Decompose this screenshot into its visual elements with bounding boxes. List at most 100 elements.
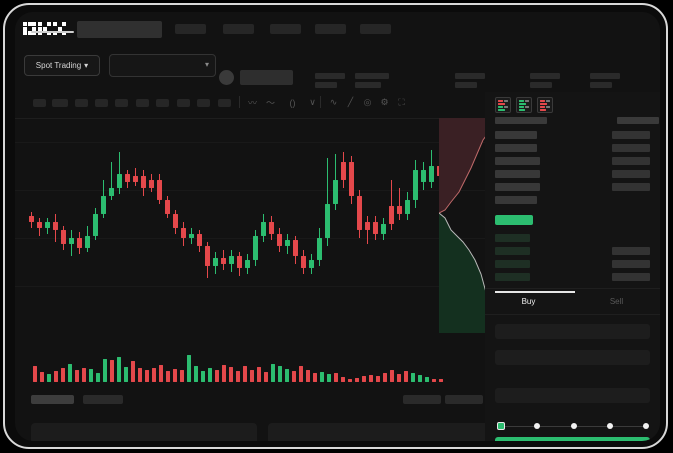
candle — [269, 118, 274, 333]
timeframe-button-5[interactable] — [136, 99, 149, 107]
candle — [213, 118, 218, 333]
orderbook-asks-icon[interactable] — [537, 97, 553, 113]
price-chart[interactable] — [15, 118, 485, 333]
orderbook-bid-row-amount — [612, 273, 650, 281]
volume-bar — [201, 371, 205, 382]
timeframe-button-0[interactable] — [33, 99, 46, 107]
volume-bar — [152, 368, 156, 382]
volume-bar — [131, 361, 135, 382]
orderbook-bid-row-amount — [612, 260, 650, 268]
settings-gear-icon[interactable]: ⚙ — [380, 97, 389, 107]
submit-order-button[interactable] — [495, 437, 650, 441]
candle — [293, 118, 298, 333]
candle — [157, 118, 162, 333]
orders-panel-left[interactable] — [31, 423, 257, 441]
timeframe-button-8[interactable] — [197, 99, 210, 107]
candle — [429, 118, 434, 333]
compare-icon[interactable]: 〜 — [265, 98, 275, 108]
line-chart-icon[interactable]: ∿ — [329, 97, 338, 107]
indicator-icon[interactable]: 〰 — [247, 98, 257, 108]
buy-sell-tabs: Buy Sell — [485, 290, 660, 314]
orders-action-0[interactable] — [403, 395, 441, 404]
volume-bar — [306, 370, 310, 382]
candle — [69, 118, 74, 333]
slider-step-100[interactable] — [643, 423, 649, 429]
orderbook-ask-row[interactable] — [495, 144, 537, 152]
orderbook-ask-row-amount — [612, 157, 650, 165]
chevron-down-icon: ▾ — [84, 61, 89, 70]
market-type-dropdown[interactable]: Spot Trading ▾ — [24, 55, 100, 76]
tab-sell[interactable]: Sell — [609, 297, 624, 306]
candle — [221, 118, 226, 333]
candle — [37, 118, 42, 333]
slider-handle[interactable] — [497, 422, 505, 430]
price-field[interactable] — [495, 324, 650, 339]
nav-item-2[interactable] — [270, 24, 301, 34]
nav-item-3[interactable] — [315, 24, 346, 34]
orderbook-highlight-row[interactable] — [495, 215, 533, 225]
candle — [77, 118, 82, 333]
total-field[interactable] — [495, 388, 650, 403]
orderbook-bid-row[interactable] — [495, 260, 530, 268]
nav-item-1[interactable] — [223, 24, 254, 34]
timeframe-button-4[interactable] — [115, 99, 128, 107]
candle — [93, 118, 98, 333]
orderbook-ask-row[interactable] — [495, 196, 537, 204]
slider-step-50[interactable] — [570, 423, 577, 429]
market-stat-7 — [530, 82, 552, 88]
amount-percent-slider[interactable] — [497, 421, 650, 431]
orderbook-bids-icon[interactable] — [516, 97, 532, 113]
market-stat-6 — [530, 73, 560, 79]
volume-bar — [425, 377, 429, 382]
orderbook-bid-row[interactable] — [495, 273, 530, 281]
orders-panel-right[interactable] — [268, 423, 495, 441]
volume-bar — [229, 367, 233, 382]
candle — [381, 118, 386, 333]
orderbook-ask-row[interactable] — [495, 131, 537, 139]
slider-step-75[interactable] — [606, 423, 613, 429]
orderbook-bid-row[interactable] — [495, 247, 530, 255]
orderbook-both-icon[interactable] — [495, 97, 511, 113]
orders-tab-0[interactable] — [31, 395, 74, 404]
fullscreen-icon[interactable]: ⛶ — [398, 97, 405, 107]
volume-bar — [138, 368, 142, 382]
orderbook-bid-row[interactable] — [495, 234, 530, 242]
candle — [197, 118, 202, 333]
orders-action-1[interactable] — [445, 395, 483, 404]
orderbook-ask-row[interactable] — [495, 170, 540, 178]
draw-tool-icon[interactable]: ╱ — [347, 97, 354, 107]
trading-pair-select[interactable]: ▾ — [109, 54, 216, 77]
volume-bar — [187, 355, 191, 382]
camera-icon[interactable]: ◎ — [363, 97, 372, 107]
orderbook-ask-row[interactable] — [495, 183, 540, 191]
timeframe-button-6[interactable] — [156, 99, 169, 107]
timeframe-button-7[interactable] — [177, 99, 190, 107]
timeframe-button-1[interactable] — [52, 99, 68, 107]
volume-bar — [397, 374, 401, 382]
timeframe-button-9[interactable] — [218, 99, 231, 107]
settings-indicator-icon[interactable]: () — [289, 97, 296, 108]
orders-tab-1[interactable] — [83, 395, 123, 404]
orderbook-ask-row[interactable] — [495, 157, 540, 165]
okx-logo[interactable] — [23, 22, 69, 37]
volume-bar — [355, 378, 359, 382]
volume-bar — [264, 372, 268, 382]
chevron-down-icon[interactable]: ∨ — [309, 97, 316, 107]
app-viewport: Spot Trading ▾ ▾ 〰〜 () ∨ ∿ ╱ ◎ ⚙ ⛶ — [15, 12, 660, 441]
candle — [149, 118, 154, 333]
candle — [205, 118, 210, 333]
volume-bar — [124, 367, 128, 382]
top-navigation-bar — [15, 12, 660, 48]
volume-bar — [320, 372, 324, 382]
nav-item-4[interactable] — [360, 24, 391, 34]
timeframe-button-3[interactable] — [95, 99, 108, 107]
volume-bar — [33, 366, 37, 382]
orderbook-display-toggles — [495, 97, 553, 113]
market-stat-9 — [590, 82, 612, 88]
tab-buy[interactable]: Buy — [521, 297, 536, 306]
nav-item-0[interactable] — [175, 24, 206, 34]
slider-step-25[interactable] — [534, 423, 541, 429]
amount-field[interactable] — [495, 350, 650, 365]
timeframe-button-2[interactable] — [75, 99, 88, 107]
volume-bar — [215, 370, 219, 382]
